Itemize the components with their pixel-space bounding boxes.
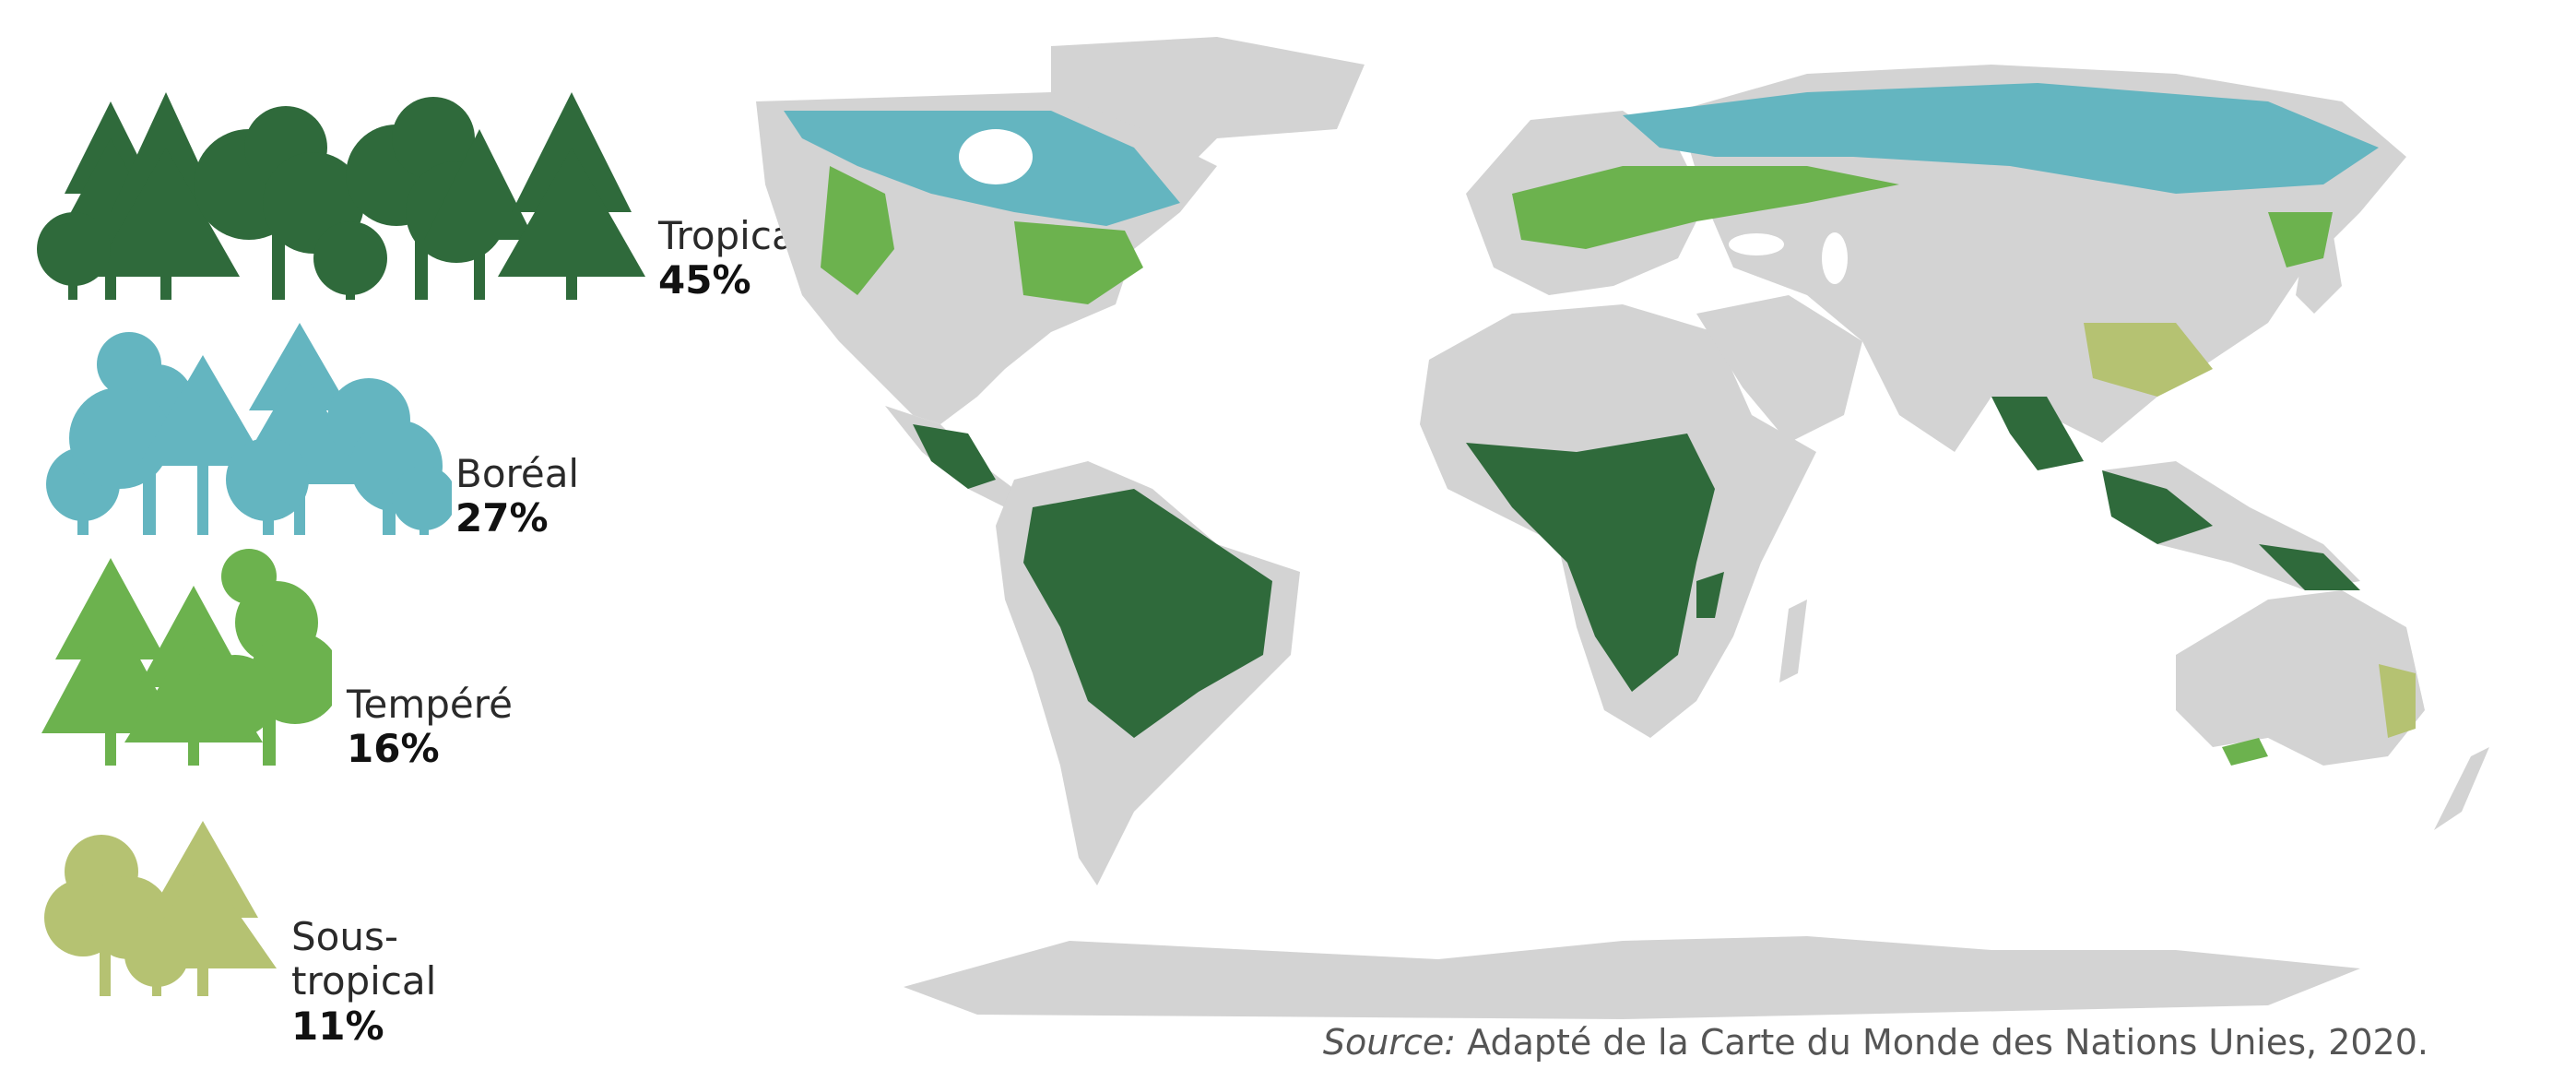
source-label: Source: (1322, 1022, 1457, 1063)
legend-temperate-name: Tempéré (347, 682, 513, 727)
legend-tropical-percent: 45% (658, 257, 751, 303)
inland-water (959, 129, 1848, 284)
antarctica (904, 936, 2360, 1019)
australia (2176, 590, 2425, 766)
subtropical-trees-icon (44, 821, 277, 996)
world-forest-map (756, 37, 2489, 1019)
boreal-trees-icon (46, 323, 452, 535)
tropical-trees-icon (37, 92, 645, 300)
legend-subtropical-name: Sous-tropical (291, 914, 437, 1004)
source-note: Source: Adapté de la Carte du Monde des … (1323, 1022, 2428, 1063)
new-zealand (2434, 747, 2489, 830)
temperate-trees-icon (41, 549, 332, 766)
legend-subtropical-percent: 11% (291, 1003, 384, 1049)
middle-east (1696, 295, 1862, 443)
legend-boreal-name: Boréal (455, 451, 580, 496)
tropical-forest-areas (913, 397, 2360, 738)
source-text: Adapté de la Carte du Monde des Nations … (1467, 1022, 2428, 1063)
temperate-forest-areas (821, 166, 2333, 766)
legend-boreal-percent: 27% (455, 495, 549, 541)
legend-temperate-percent: 16% (347, 726, 440, 772)
madagascar (1779, 600, 1807, 683)
